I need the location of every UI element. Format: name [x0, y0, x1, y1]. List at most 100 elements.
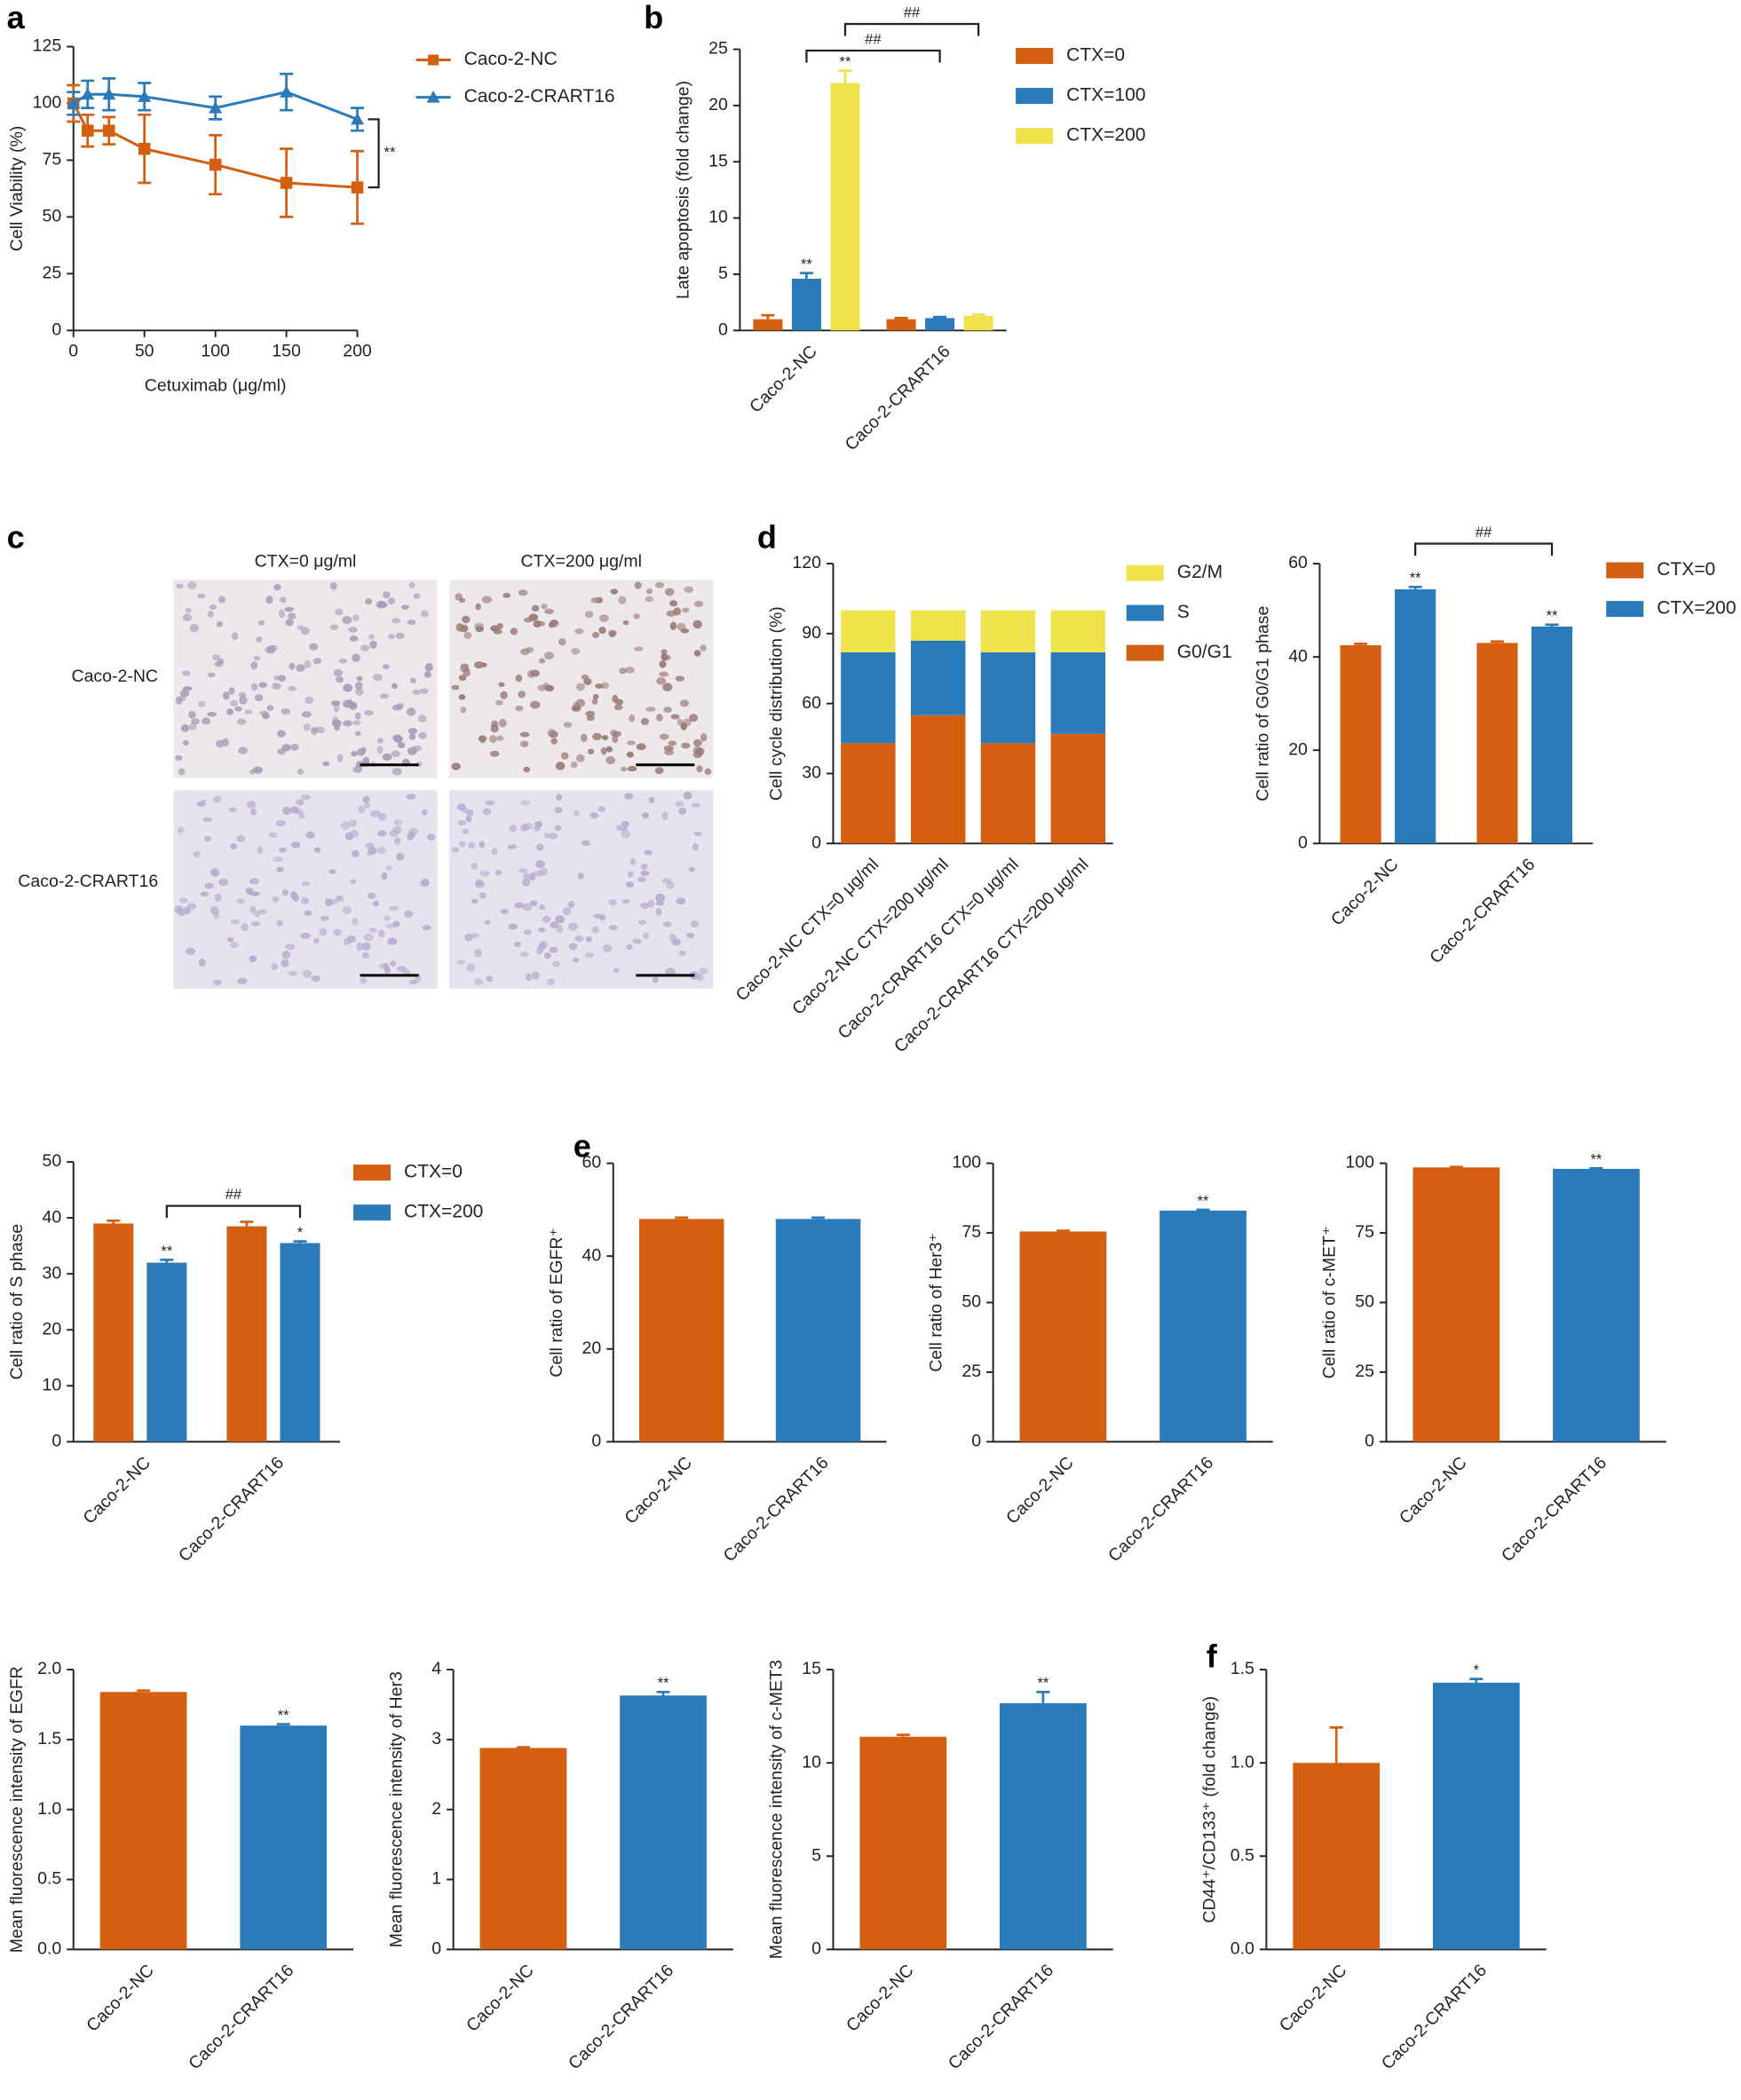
cell-nucleus — [656, 677, 667, 685]
cell-nucleus — [182, 613, 192, 621]
cell-nucleus — [558, 638, 566, 646]
marker — [138, 90, 152, 102]
cell-nucleus — [691, 920, 699, 928]
cell-nucleus — [387, 937, 398, 945]
cell-nucleus — [682, 607, 690, 613]
cell-nucleus — [548, 833, 558, 840]
cell-nucleus — [577, 872, 584, 880]
bar — [791, 279, 821, 331]
cell-nucleus — [213, 912, 220, 920]
legend-label: Caco-2-CRART16 — [464, 86, 615, 107]
y-tick-label: 90 — [802, 623, 821, 643]
cell-nucleus — [333, 704, 340, 713]
cell-nucleus — [188, 722, 197, 730]
cell-nucleus — [221, 738, 230, 747]
cell-nucleus — [692, 842, 699, 851]
cell-nucleus — [465, 816, 472, 823]
cell-nucleus — [514, 902, 525, 909]
cell-nucleus — [304, 910, 313, 916]
cell-nucleus — [528, 613, 539, 621]
cell-nucleus — [178, 768, 186, 776]
cell-nucleus — [466, 963, 476, 972]
cell-nucleus — [387, 634, 396, 640]
cell-nucleus — [683, 791, 692, 800]
cell-nucleus — [313, 937, 321, 944]
cell-nucleus — [229, 699, 239, 707]
cell-nucleus — [246, 801, 257, 809]
cell-nucleus — [319, 928, 328, 936]
cell-nucleus — [351, 849, 360, 857]
error-bar — [761, 313, 775, 320]
bar — [925, 318, 955, 331]
cell-nucleus — [460, 707, 467, 714]
cell-nucleus — [218, 878, 229, 887]
cell-nucleus — [526, 646, 534, 653]
cell-nucleus — [203, 835, 212, 842]
cell-nucleus — [496, 622, 503, 629]
cell-nucleus — [518, 589, 528, 596]
y-tick-label: 10 — [43, 1375, 62, 1394]
y-tick-label: 0 — [1365, 1432, 1374, 1451]
cell-nucleus — [275, 819, 286, 826]
y-axis-label: Cell ratio of G0/G1 phase — [1254, 606, 1273, 801]
cell-nucleus — [552, 960, 561, 967]
cell-nucleus — [655, 900, 664, 906]
x-tick-label: Caco-2-NC — [79, 1453, 154, 1528]
cell-nucleus — [404, 910, 414, 918]
cell-nucleus — [309, 643, 319, 651]
cell-nucleus — [426, 833, 436, 841]
cell-nucleus — [392, 920, 400, 928]
marker — [209, 158, 222, 171]
cell-nucleus — [567, 900, 575, 909]
y-tick-label: 0 — [718, 320, 728, 339]
y-tick-label: 40 — [43, 1207, 62, 1227]
cell-nucleus — [529, 900, 538, 907]
cell-nucleus — [314, 726, 325, 734]
y-tick-label: 2 — [431, 1799, 441, 1819]
y-tick-label: 60 — [802, 693, 821, 713]
x-tick-label: Caco-2-NC — [843, 1961, 918, 2036]
cell-nucleus — [249, 878, 260, 885]
cell-nucleus — [303, 723, 312, 731]
y-tick-label: 2.0 — [37, 1659, 61, 1678]
error-bar — [1449, 1165, 1463, 1169]
cell-nucleus — [621, 898, 630, 904]
cell-nucleus — [692, 620, 702, 629]
cell-nucleus — [655, 714, 663, 722]
cell-nucleus — [464, 933, 473, 942]
cell-nucleus — [474, 879, 484, 887]
cell-nucleus — [451, 684, 460, 691]
cell-nucleus — [352, 765, 363, 773]
cell-nucleus — [354, 681, 363, 691]
cell-nucleus — [412, 745, 423, 752]
cell-nucleus — [461, 807, 469, 813]
cell-nucleus — [256, 636, 263, 643]
significance: ** — [1547, 608, 1558, 624]
cell-nucleus — [384, 915, 391, 921]
bar — [1395, 588, 1436, 844]
y-axis-label: Cell ratio of S phase — [7, 1224, 27, 1380]
cell-nucleus — [462, 615, 471, 624]
cell-nucleus — [338, 658, 348, 664]
cell-nucleus — [531, 971, 540, 980]
cell-nucleus — [265, 596, 273, 604]
cell-nucleus — [549, 946, 558, 953]
x-tick-label: Caco-2-NC — [1396, 1453, 1471, 1528]
cell-nucleus — [549, 730, 558, 738]
cell-nucleus — [462, 828, 470, 835]
cell-nucleus — [523, 822, 534, 830]
y-tick-label: 0 — [591, 1432, 601, 1451]
y-tick-label: 125 — [33, 36, 62, 56]
cell-nucleus — [692, 746, 703, 754]
cell-nucleus — [510, 628, 518, 636]
error-bar — [1036, 1690, 1050, 1703]
cell-nucleus — [251, 920, 261, 927]
cell-nucleus — [675, 675, 685, 682]
error-bar — [1408, 585, 1422, 589]
cell-nucleus — [354, 687, 364, 696]
cell-nucleus — [693, 650, 701, 657]
bar — [226, 1226, 267, 1442]
cell-nucleus — [188, 710, 196, 719]
legend-label: CTX=0 — [404, 1162, 463, 1182]
cell-nucleus — [637, 920, 647, 925]
